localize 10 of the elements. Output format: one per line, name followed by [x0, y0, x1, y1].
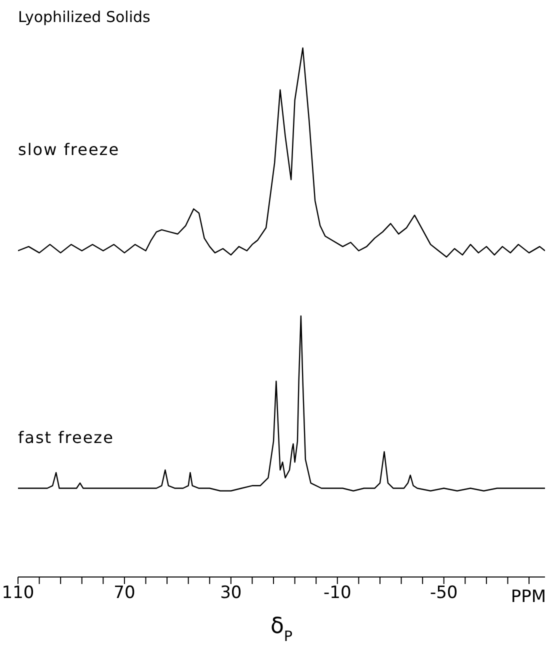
x-tick-label: -10 [324, 583, 352, 604]
x-tick-label: 70 [114, 583, 136, 604]
x-axis-title: δ$_{P}$ [270, 614, 293, 645]
x-tick-label: -50 [430, 583, 458, 604]
text: slow freeze [18, 140, 120, 159]
chart-title: Lyophilized Solids [18, 8, 150, 26]
text: PPM [510, 587, 546, 607]
x-tick-label: 30 [220, 583, 242, 604]
x-tick-label: 110 [2, 583, 34, 604]
text: fast freeze [18, 428, 114, 447]
